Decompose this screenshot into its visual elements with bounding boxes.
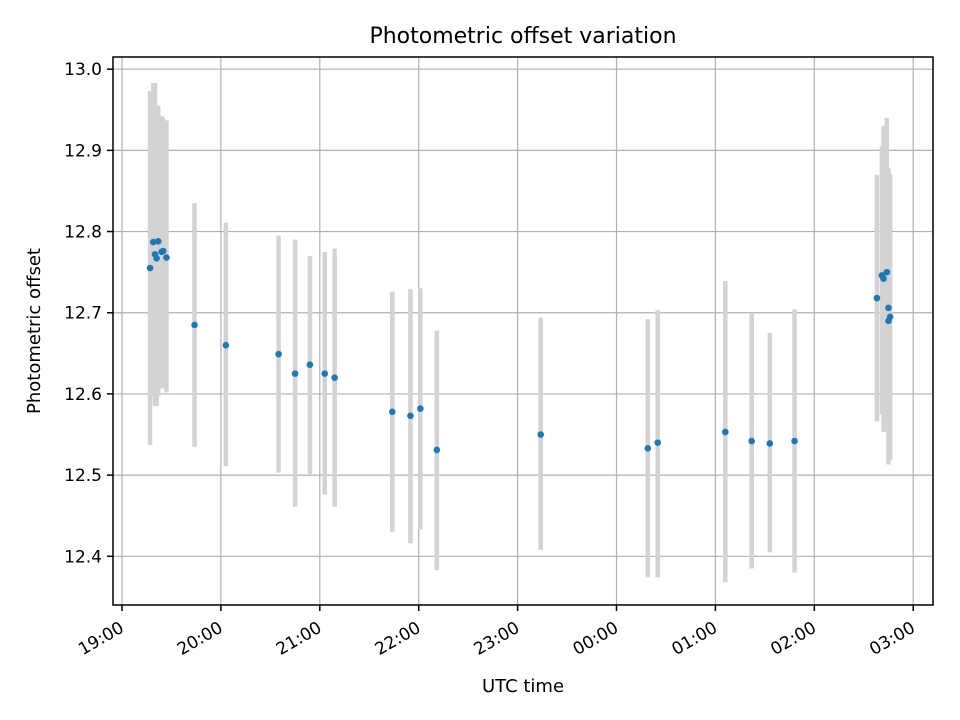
data-point: [159, 247, 167, 255]
data-point: [748, 437, 755, 445]
data-point: [306, 361, 314, 368]
data-point: [389, 408, 396, 416]
y-axis-label: Photometric offset: [24, 248, 45, 414]
data-point: [291, 370, 299, 377]
data-point: [222, 341, 230, 349]
data-point: [873, 294, 881, 302]
data-point: [886, 313, 894, 321]
data-point: [766, 440, 774, 447]
data-point: [407, 412, 414, 420]
y-tick-label: 12.4: [64, 547, 102, 567]
data-point: [722, 428, 729, 436]
data-point: [275, 350, 282, 358]
y-tick-label: 12.7: [64, 304, 102, 324]
data-point: [433, 446, 441, 454]
y-tick-label: 13.0: [64, 60, 102, 80]
y-axis-ticks: 12.4 12.5 12.6 12.7 12.8 12.9 13.0: [64, 60, 113, 567]
y-tick-label: 12.5: [64, 466, 102, 486]
data-point: [321, 370, 329, 377]
y-tick-label: 12.9: [64, 141, 102, 161]
x-axis-label: UTC time: [482, 676, 564, 697]
data-point: [191, 321, 198, 329]
data-point: [154, 237, 162, 245]
data-point: [417, 405, 424, 412]
data-point: [153, 255, 160, 262]
data-point: [883, 268, 891, 276]
data-point: [644, 445, 652, 452]
data-points: [146, 237, 894, 454]
plot-frame: [112, 56, 934, 606]
data-point: [146, 264, 154, 272]
chart-title: Photometric offset variation: [369, 24, 676, 49]
data-point: [331, 374, 338, 381]
data-point: [885, 304, 892, 312]
y-tick-label: 12.8: [64, 223, 102, 243]
data-point: [880, 275, 887, 282]
data-point: [654, 439, 662, 446]
data-point: [537, 431, 544, 438]
data-point: [150, 238, 157, 246]
data-point: [163, 254, 170, 261]
data-point: [791, 437, 798, 445]
y-tick-label: 12.6: [64, 385, 102, 405]
